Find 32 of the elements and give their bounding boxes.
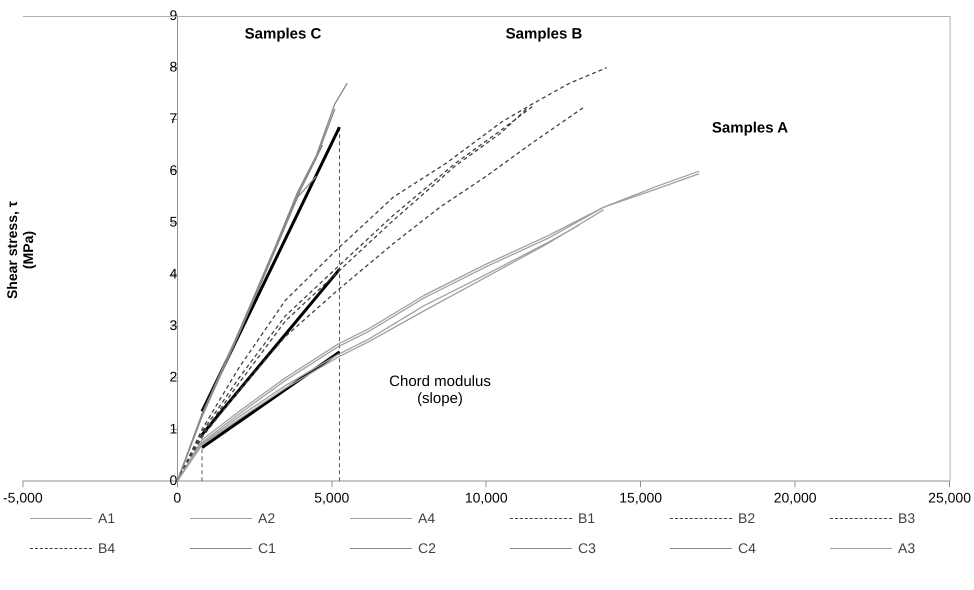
- y-tick-label: 8: [170, 58, 178, 75]
- legend-label: A4: [418, 510, 436, 526]
- x-tick-label: 5,000: [314, 489, 350, 506]
- y-tick-label: 1: [170, 420, 178, 436]
- legend-label: B3: [898, 510, 916, 526]
- y-tick-label: 6: [170, 162, 178, 178]
- y-tick-label: 2: [170, 368, 178, 385]
- x-tick-label: 10,000: [464, 489, 508, 506]
- legend-label: C3: [578, 540, 596, 556]
- annotation: Samples C: [244, 26, 322, 42]
- legend-label: A1: [98, 510, 116, 526]
- legend-label: C2: [418, 540, 436, 556]
- legend-label: B1: [578, 510, 596, 526]
- y-tick-label: 7: [170, 110, 178, 126]
- legend-label: C1: [258, 540, 276, 556]
- annotation: Samples B: [506, 26, 582, 42]
- x-tick-label: -5,000: [2, 489, 43, 506]
- y-tick-label: 0: [170, 472, 178, 488]
- legend-label: A2: [258, 510, 276, 526]
- y-tick-label: 3: [170, 316, 178, 333]
- annotation: Samples A: [712, 120, 788, 136]
- x-tick-label: 15,000: [619, 489, 662, 506]
- y-axis-title: Shear stress, τ (MPa): [4, 200, 36, 300]
- legend-label: B4: [98, 540, 116, 556]
- legend-label: A3: [898, 540, 916, 556]
- x-tick-label: 25,000: [928, 489, 972, 506]
- legend-label: C4: [738, 540, 756, 556]
- legend-label: B2: [738, 510, 756, 526]
- x-tick-label: 20,000: [774, 489, 817, 506]
- annotation: Chord modulus (slope): [389, 373, 491, 407]
- y-tick-label: 5: [170, 214, 178, 230]
- y-tick-label: 4: [170, 265, 178, 282]
